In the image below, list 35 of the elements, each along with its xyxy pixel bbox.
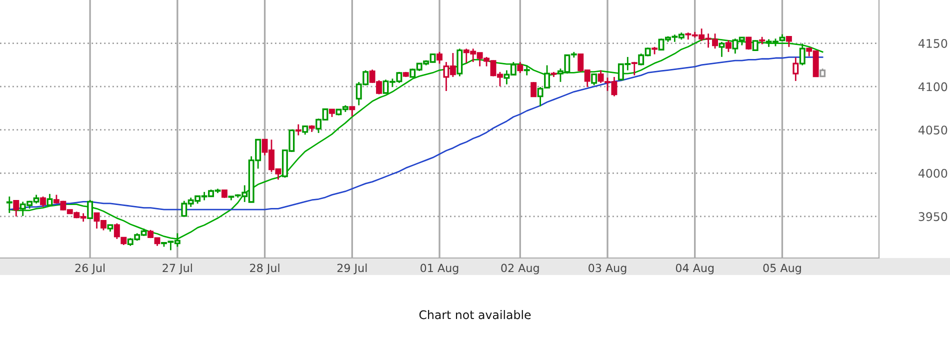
y-tick-label: 4000 <box>918 168 948 178</box>
candlestick <box>40 196 46 208</box>
candlestick <box>349 106 356 117</box>
y-tick-label: 4150 <box>918 39 948 48</box>
candlestick <box>631 61 638 76</box>
candlestick <box>87 199 94 220</box>
candlestick <box>13 200 20 218</box>
candlestick <box>786 36 792 48</box>
candlestick <box>46 193 53 207</box>
candlestick <box>517 61 524 74</box>
candlestick <box>718 41 725 58</box>
x-tick-label: 27 Jul <box>162 264 192 274</box>
x-tick-label: 28 Jul <box>250 264 280 274</box>
x-tick-label: 05 Aug <box>763 264 801 274</box>
candlestick <box>6 196 12 214</box>
candlestick <box>752 40 758 52</box>
candlestick <box>725 40 732 53</box>
x-tick-label: 01 Aug <box>420 264 458 274</box>
y-tick-label: 4100 <box>918 82 948 92</box>
x-tick-label: 29 Jul <box>337 264 367 274</box>
y-tick-label: 4050 <box>918 126 948 135</box>
candlestick <box>114 222 120 240</box>
candlestick <box>295 124 302 136</box>
x-tick-label: 04 Aug <box>676 264 714 274</box>
candlestick <box>456 48 463 77</box>
y-tick-label: 3950 <box>918 212 948 222</box>
x-tick-label: 03 Aug <box>588 264 626 274</box>
candlestick <box>530 81 537 98</box>
candlestick <box>746 36 752 50</box>
candlestick <box>591 72 598 86</box>
x-tick-label: 02 Aug <box>501 264 539 274</box>
candlestick <box>436 51 442 64</box>
candlestick <box>524 64 530 76</box>
x-tick-label: 26 Jul <box>75 264 105 274</box>
text: Chart not available <box>419 310 531 320</box>
